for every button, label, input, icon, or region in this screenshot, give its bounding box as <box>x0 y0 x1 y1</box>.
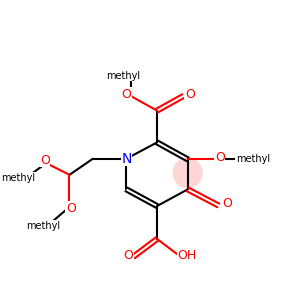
Text: methyl: methyl <box>236 154 270 164</box>
Circle shape <box>172 158 203 188</box>
Text: O: O <box>40 154 50 167</box>
Text: O: O <box>222 197 232 211</box>
Text: methyl: methyl <box>26 221 60 231</box>
Text: O: O <box>124 248 134 262</box>
Text: O: O <box>66 202 76 215</box>
Text: methyl: methyl <box>106 70 140 81</box>
Text: O: O <box>122 88 131 101</box>
Text: N: N <box>121 152 132 166</box>
Text: O: O <box>185 88 195 101</box>
Text: methyl: methyl <box>2 173 35 183</box>
Text: OH: OH <box>177 248 196 262</box>
Text: O: O <box>215 152 225 164</box>
